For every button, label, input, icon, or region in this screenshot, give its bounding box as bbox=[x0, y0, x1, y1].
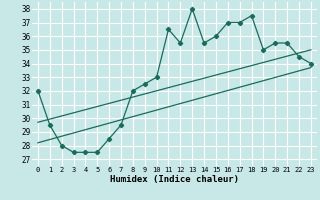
X-axis label: Humidex (Indice chaleur): Humidex (Indice chaleur) bbox=[110, 175, 239, 184]
